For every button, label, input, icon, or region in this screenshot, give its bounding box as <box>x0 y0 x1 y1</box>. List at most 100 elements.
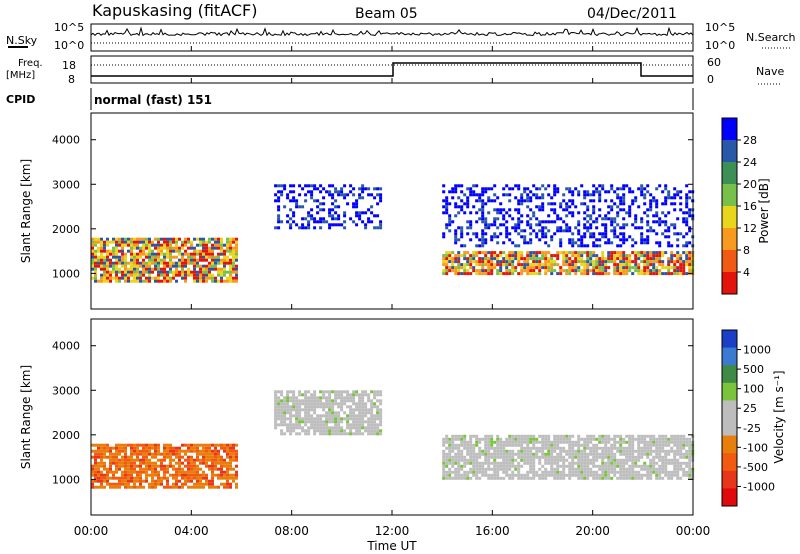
data-cell <box>109 273 112 277</box>
data-cell <box>553 449 557 453</box>
data-cell <box>673 196 677 200</box>
data-cell <box>136 261 139 265</box>
data-cell <box>331 414 335 418</box>
data-cell <box>97 249 100 253</box>
data-cell <box>181 258 184 262</box>
data-cell <box>655 476 659 480</box>
data-cell <box>115 470 118 474</box>
data-cell <box>205 270 208 274</box>
data-cell <box>643 238 647 242</box>
data-cell <box>655 220 659 224</box>
data-cell <box>598 467 602 471</box>
data-cell <box>340 223 344 227</box>
data-cell <box>202 485 205 489</box>
data-cell <box>613 226 617 230</box>
data-cell <box>454 235 458 239</box>
data-cell <box>133 467 136 471</box>
data-cell <box>583 263 587 267</box>
data-cell <box>298 417 302 421</box>
data-cell <box>190 446 193 450</box>
data-cell <box>331 426 335 430</box>
data-cell <box>598 434 602 438</box>
data-cell <box>472 464 476 468</box>
data-cell <box>670 257 674 261</box>
data-cell <box>463 464 467 468</box>
data-cell <box>538 187 542 191</box>
data-cell <box>166 237 169 241</box>
data-cell <box>121 243 124 247</box>
data-cell <box>499 452 503 456</box>
data-cell <box>364 187 368 191</box>
data-cell <box>469 254 473 258</box>
data-cell <box>451 458 455 462</box>
data-cell <box>457 464 461 468</box>
data-cell <box>172 264 175 268</box>
data-cell <box>508 238 512 242</box>
data-cell <box>667 241 671 245</box>
data-cell <box>688 214 692 218</box>
data-cell <box>121 258 124 262</box>
data-cell <box>514 467 518 471</box>
data-cell <box>670 446 674 450</box>
data-cell <box>556 272 560 276</box>
data-cell <box>661 458 665 462</box>
data-cell <box>637 263 641 267</box>
data-cell <box>154 455 157 459</box>
data-cell <box>277 399 281 403</box>
data-cell <box>358 211 362 215</box>
data-cell <box>529 257 533 261</box>
data-cell <box>469 223 473 227</box>
data-cell <box>619 187 623 191</box>
data-cell <box>451 263 455 267</box>
data-cell <box>607 238 611 242</box>
data-cell <box>598 473 602 477</box>
data-cell <box>154 467 157 471</box>
data-cell <box>199 267 202 271</box>
data-cell <box>448 449 452 453</box>
data-cell <box>361 417 365 421</box>
data-cell <box>169 449 172 453</box>
data-cell <box>193 485 196 489</box>
power-colorbar-tick-label: 24 <box>743 156 757 169</box>
data-cell <box>151 243 154 247</box>
data-cell <box>613 235 617 239</box>
data-cell <box>580 238 584 242</box>
data-cell <box>565 473 569 477</box>
data-cell <box>133 279 136 283</box>
data-cell <box>559 226 563 230</box>
data-cell <box>460 232 464 236</box>
data-cell <box>229 485 232 489</box>
data-cell <box>322 202 326 206</box>
data-cell <box>658 269 662 273</box>
data-cell <box>316 220 320 224</box>
data-cell <box>571 461 575 465</box>
data-cell <box>301 399 305 403</box>
data-cell <box>454 205 458 209</box>
data-cell <box>658 458 662 462</box>
data-cell <box>220 258 223 262</box>
data-cell <box>517 467 521 471</box>
data-cell <box>193 255 196 259</box>
data-cell <box>529 434 533 438</box>
data-cell <box>676 473 680 477</box>
data-cell <box>364 211 368 215</box>
data-cell <box>115 452 118 456</box>
data-cell <box>226 258 229 262</box>
data-cell <box>619 467 623 471</box>
data-cell <box>211 461 214 465</box>
data-cell <box>292 393 296 397</box>
data-cell <box>619 437 623 441</box>
data-cell <box>631 260 635 264</box>
data-cell <box>577 223 581 227</box>
data-cell <box>319 417 323 421</box>
data-cell <box>130 270 133 274</box>
data-cell <box>313 217 317 221</box>
data-cell <box>592 199 596 203</box>
data-cell <box>361 414 365 418</box>
data-cell <box>187 467 190 471</box>
data-cell <box>451 266 455 270</box>
data-cell <box>478 467 482 471</box>
data-cell <box>454 232 458 236</box>
data-cell <box>640 238 644 242</box>
data-cell <box>499 467 503 471</box>
